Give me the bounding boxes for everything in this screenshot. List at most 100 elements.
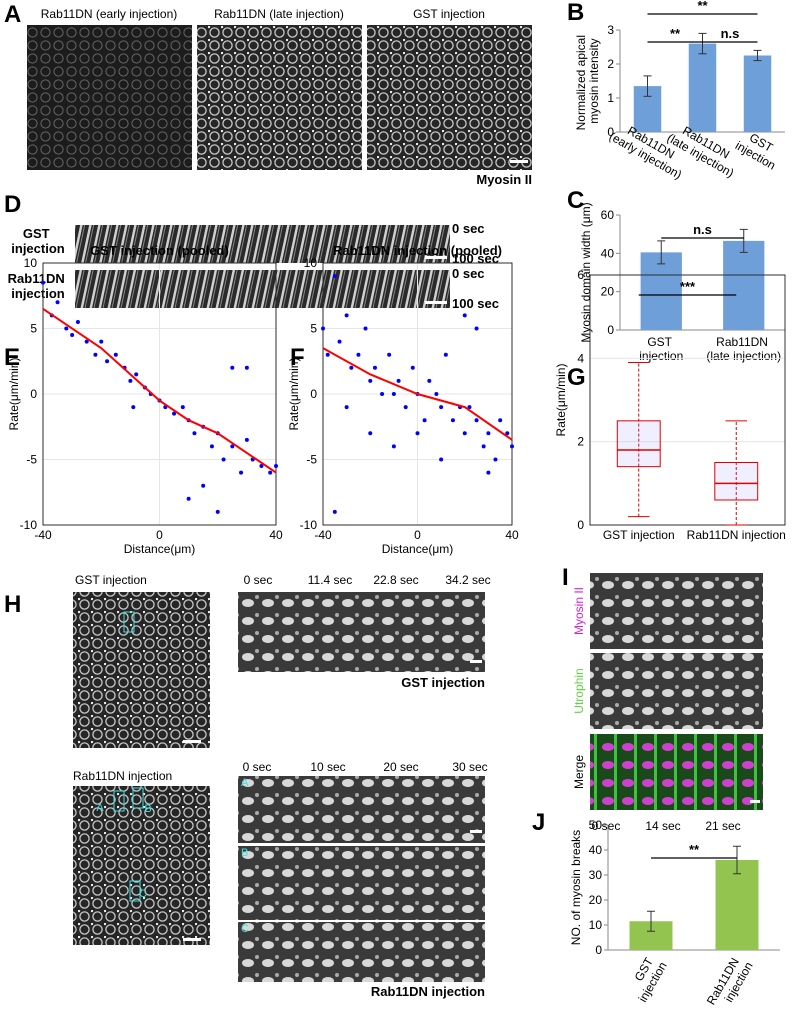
y-tick-label: 60 — [601, 208, 615, 222]
data-point — [439, 457, 444, 462]
micrograph — [367, 25, 532, 170]
panel-letter: H — [4, 591, 21, 618]
x-tick-label: -40 — [314, 528, 332, 542]
error-bar — [647, 910, 655, 932]
y-tick-label: 5 — [310, 322, 317, 336]
data-point — [134, 372, 139, 377]
x-tick-label: 40 — [269, 528, 283, 542]
row-label: Rab11DN injection — [8, 271, 69, 301]
data-point — [201, 483, 206, 488]
time-label: 0 sec — [244, 573, 273, 587]
time-label: 10 sec — [310, 760, 345, 774]
error-bar — [643, 75, 652, 97]
x-tick-label: Rab11DN injection — [704, 953, 756, 1011]
x-tick-label: -40 — [34, 528, 52, 542]
scale-bar — [470, 830, 482, 833]
data-point — [372, 365, 377, 370]
significance-label: *** — [680, 279, 696, 294]
data-point — [131, 405, 136, 410]
data-point — [467, 405, 472, 410]
data-point — [368, 378, 373, 383]
data-point — [434, 392, 439, 396]
data-point — [274, 464, 278, 469]
channel-label: Merge — [572, 755, 586, 789]
data-point — [337, 339, 342, 344]
roi-label: A — [96, 802, 104, 814]
y-axis-label: Rate(μm/min) — [287, 358, 301, 431]
y-tick-label: 0 — [607, 323, 614, 337]
data-point — [221, 457, 226, 462]
data-point — [387, 352, 392, 357]
plot-frame — [322, 262, 513, 526]
panel-letter: B — [567, 0, 584, 26]
time-label: 0 sec — [243, 760, 272, 774]
data-point — [321, 326, 325, 331]
image-title: GST injection — [75, 573, 147, 587]
box — [714, 462, 759, 501]
time-label: 11.4 sec — [308, 573, 352, 587]
micrograph — [238, 846, 485, 920]
y-tick-label: -10 — [20, 518, 38, 532]
error-bar — [753, 49, 762, 62]
y-tick-label: 40 — [589, 843, 603, 857]
bar — [688, 43, 717, 132]
y-tick-label: -5 — [26, 453, 37, 467]
x-tick-label: GST injection — [603, 528, 675, 542]
data-point — [368, 431, 373, 436]
scale-bar — [183, 938, 201, 941]
data-point — [356, 352, 361, 357]
plot-frame — [42, 262, 277, 526]
data-point — [93, 352, 98, 357]
data-point — [239, 470, 244, 475]
data-point — [344, 405, 349, 410]
time-label: 0 sec — [452, 266, 485, 281]
error-bar — [733, 845, 741, 875]
data-point — [498, 418, 503, 423]
roi-box — [123, 611, 135, 633]
y-tick-label: -10 — [300, 518, 318, 532]
y-axis-label: Normalized apical myosin intensity — [574, 32, 601, 131]
scale-bar — [425, 301, 447, 304]
data-point — [380, 392, 385, 396]
micrograph — [75, 270, 450, 308]
image-title: Rab11DN injection — [73, 769, 172, 783]
bar — [723, 240, 765, 330]
significance-label: n.s — [721, 26, 740, 41]
bar — [743, 55, 772, 132]
time-label: 100 sec — [452, 251, 499, 266]
panel-letter: D — [4, 191, 21, 218]
data-point — [180, 405, 185, 410]
roi-box — [129, 880, 141, 902]
x-tick-label: 0 — [414, 528, 421, 542]
micrograph — [75, 225, 450, 263]
x-tick-label: GST injection — [733, 126, 785, 172]
y-tick-label: 20 — [601, 285, 615, 299]
y-tick-label: 0 — [577, 518, 584, 532]
micrograph — [238, 776, 485, 843]
data-point — [332, 274, 337, 279]
panel-letter: J — [532, 809, 545, 836]
error-bar — [657, 240, 666, 265]
data-point — [99, 339, 104, 344]
data-point — [84, 339, 89, 344]
data-point — [186, 496, 191, 501]
data-point — [422, 418, 427, 423]
time-label: 20 sec — [383, 760, 418, 774]
y-tick-label: 3 — [607, 23, 614, 37]
data-point — [510, 444, 514, 449]
data-point — [391, 444, 396, 449]
strip-label: B — [241, 847, 248, 859]
micrograph — [197, 25, 362, 170]
channel-label: Myosin II — [572, 587, 586, 635]
y-tick-label: 10 — [24, 256, 38, 270]
y-tick-label: 2 — [607, 57, 614, 71]
plot-frame — [589, 274, 786, 526]
micrograph — [590, 734, 763, 810]
y-tick-label: 10 — [589, 918, 603, 932]
data-point — [41, 280, 45, 285]
strip-label: C — [241, 923, 249, 935]
panel-letter: I — [562, 564, 569, 591]
data-point — [396, 378, 401, 383]
data-point — [55, 300, 60, 305]
